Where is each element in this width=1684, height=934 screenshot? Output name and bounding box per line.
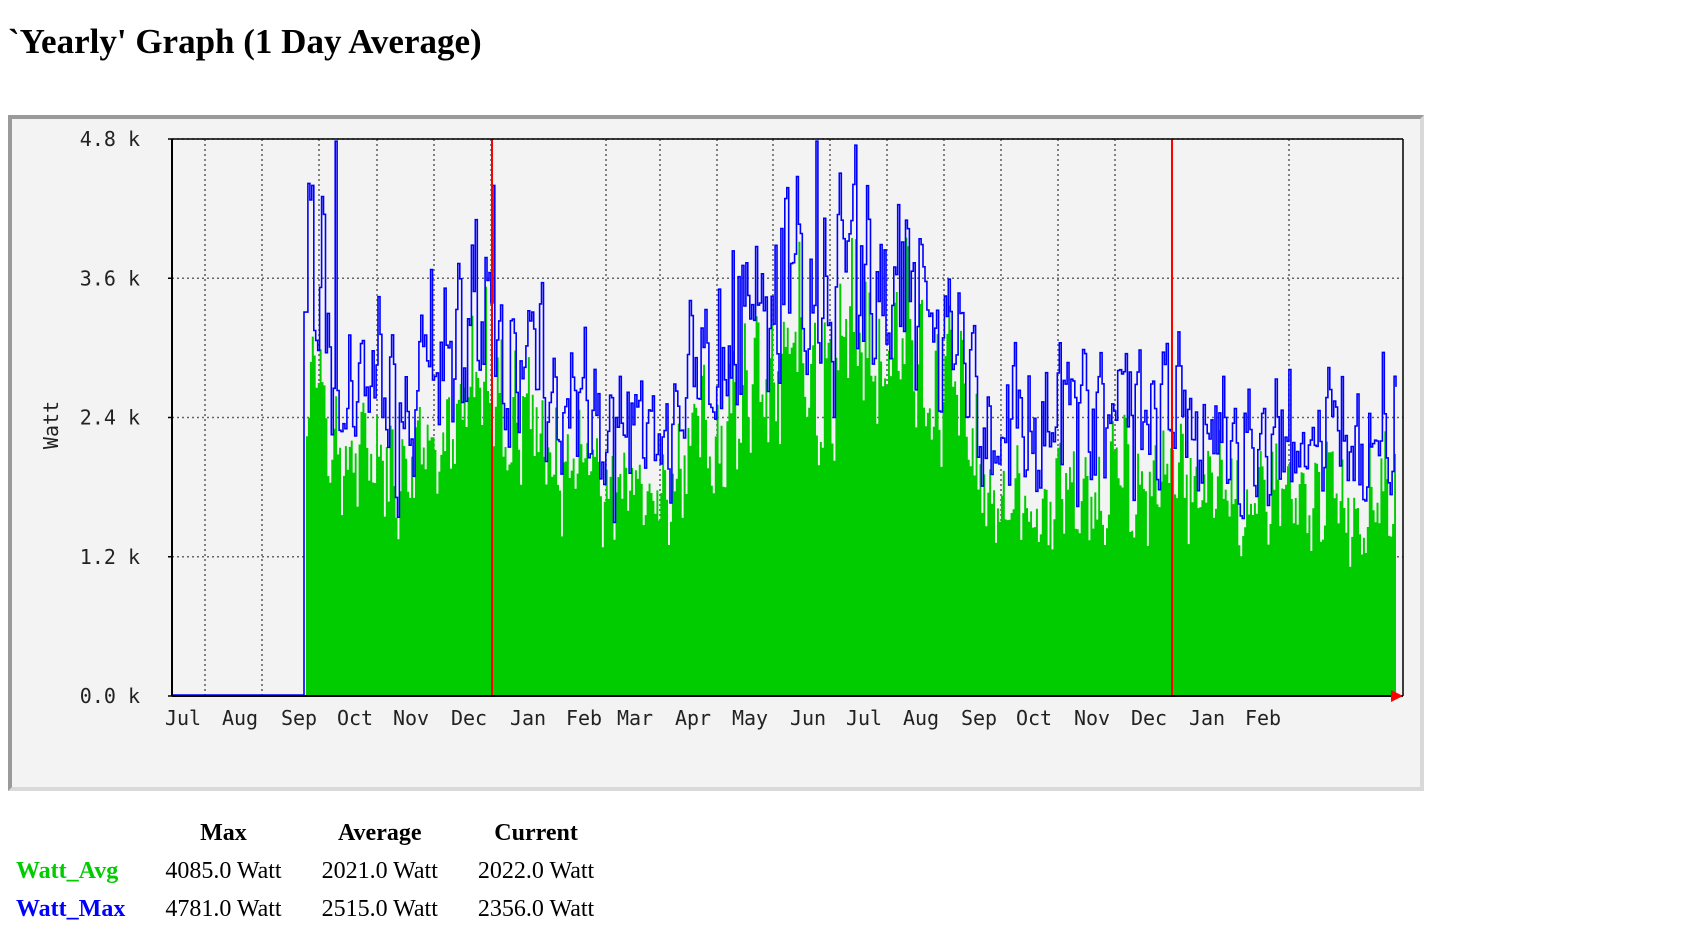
legend-header-average: Average [338,819,422,846]
x-tick-label: Nov [1074,706,1110,730]
x-tick-label: Feb [1245,706,1281,730]
x-tick-label: May [732,706,768,730]
year-markers [491,139,1173,696]
legend-header-blank [10,814,145,852]
watt-avg-fill [306,237,1396,696]
x-tick-label: Sep [281,706,317,730]
x-tick-labels: Jul Aug Sep Oct Nov Dec Jan Feb Mar Apr May Jun Jul A… [165,706,1281,730]
x-tick-label: Sep [961,706,997,730]
legend-header-max: Max [200,819,247,846]
legend-series-name: Watt_Avg [16,857,119,884]
legend-max-value: 4085.0 Watt [165,857,282,884]
y-tick-label: 3.6 k [80,266,140,290]
x-tick-label: Aug [903,706,939,730]
yearly-graph: Jul Aug Sep Oct Nov Dec Jan Feb Mar Apr May Jun Jul A… [8,115,1424,791]
x-tick-label: Jul [165,706,201,730]
legend-current-value: 2356.0 Watt [477,895,595,922]
y-tick-labels: 0.0 k 1.2 k 2.4 k 3.6 k 4.8 k [80,127,140,708]
legend-header-current: Current [494,819,578,846]
y-tick-label: 2.4 k [80,406,140,430]
x-tick-label: Mar [617,706,653,730]
y-tick-label: 4.8 k [80,127,140,151]
y-tick-label: 1.2 k [80,545,140,569]
axes [168,138,1404,702]
watt-max-line [172,140,1397,696]
page-title: `Yearly' Graph (1 Day Average) [8,22,482,61]
legend-table: Max Average Current Watt_Avg 4085.0 Watt… [10,814,614,928]
legend-average-value: 2515.0 Watt [321,895,438,922]
x-axis-arrow [1391,690,1403,702]
watt-max-path [172,140,1397,696]
x-tick-label: Apr [675,706,711,730]
x-tick-label: Aug [222,706,258,730]
x-tick-label: Feb [566,706,602,730]
legend-current-value: 2022.0 Watt [477,857,595,884]
y-axis-label: Watt [39,401,63,449]
x-tick-label: Dec [1131,706,1167,730]
x-tick-label: Jul [846,706,882,730]
x-tick-label: Oct [1016,706,1052,730]
yearly-chart: Jul Aug Sep Oct Nov Dec Jan Feb Mar Apr May Jun Jul A… [39,127,1404,730]
x-tick-label: Jan [1189,706,1225,730]
legend-average-value: 2021.0 Watt [321,857,438,884]
legend-row-watt-avg: Watt_Avg 4085.0 Watt 2021.0 Watt 2022.0 … [10,852,614,890]
legend-header-row: Max Average Current [10,814,614,852]
y-tick-label: 0.0 k [80,684,140,708]
x-tick-label: Jun [790,706,826,730]
legend-max-value: 4781.0 Watt [165,895,282,922]
legend-row-watt-max: Watt_Max 4781.0 Watt 2515.0 Watt 2356.0 … [10,890,614,928]
x-tick-label: Jan [510,706,546,730]
x-tick-label: Nov [393,706,429,730]
watt-avg-area [306,237,1396,696]
legend-series-name: Watt_Max [16,895,126,922]
x-tick-label: Dec [451,706,487,730]
x-tick-label: Oct [337,706,373,730]
